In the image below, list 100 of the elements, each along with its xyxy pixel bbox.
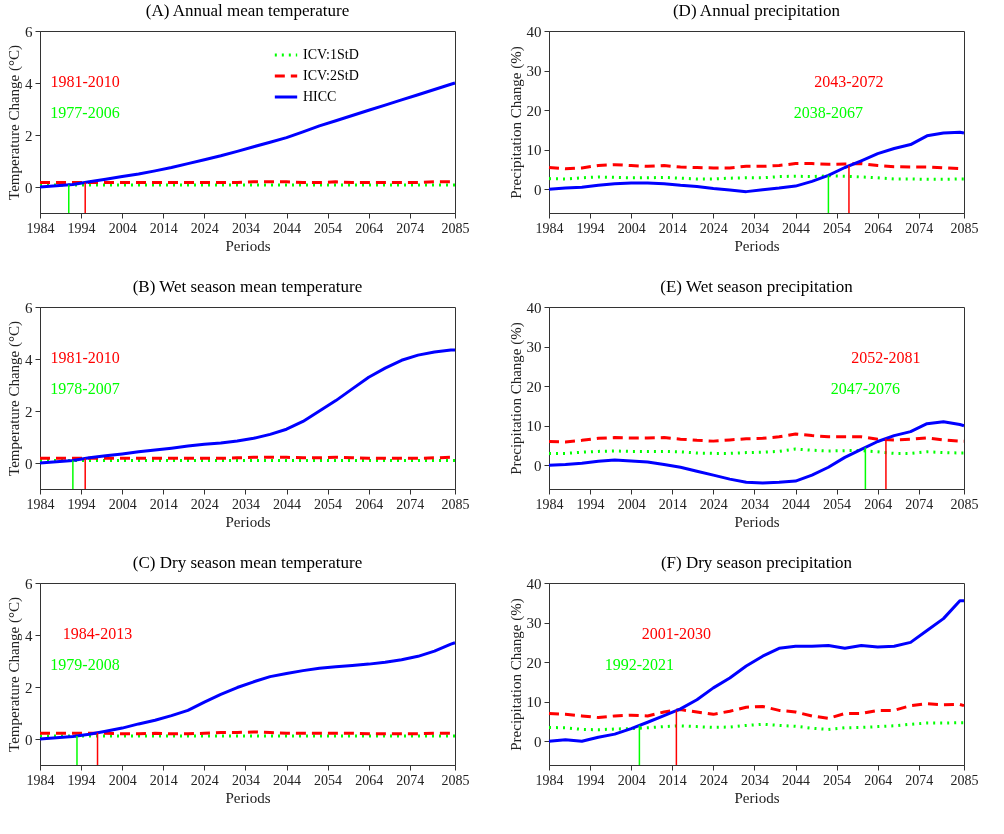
x-axis-title: Periods [734, 237, 780, 254]
x-tick-label: 2034 [740, 496, 769, 512]
x-tick-label: 2014 [658, 496, 687, 512]
x-tick-label: 2004 [617, 772, 646, 788]
x-tick-label: 2014 [149, 496, 178, 512]
x-tick-label: 2024 [699, 220, 728, 236]
x-tick-label: 2074 [396, 496, 425, 512]
x-tick-label: 2014 [149, 772, 178, 788]
x-tick-label: 2044 [273, 496, 302, 512]
x-tick-label: 1984 [26, 220, 55, 236]
x-tick-label: 1984 [26, 496, 55, 512]
x-tick-label: 2024 [699, 496, 728, 512]
x-tick-label: 2085 [950, 220, 979, 236]
x-tick-label: 2085 [441, 496, 470, 512]
line-series [547, 130, 966, 194]
x-tick-label: 2014 [658, 772, 687, 788]
annotation: 1979-2008 [50, 655, 120, 673]
line-series [38, 348, 457, 465]
y-tick-label: 10 [526, 694, 542, 711]
x-tick-label: 1984 [535, 496, 564, 512]
x-tick-label: 2085 [950, 772, 979, 788]
legend-label: HICC [303, 89, 337, 104]
x-tick-label: 1984 [26, 772, 55, 788]
x-tick-label: 2034 [740, 772, 769, 788]
y-axis-title: Precipitation Change (%) [507, 598, 525, 751]
y-tick-label: 0 [534, 733, 542, 750]
y-tick-label: 6 [25, 575, 33, 592]
x-tick-label: 1994 [576, 772, 605, 788]
chart-title: (F) Dry season precipitation [660, 553, 853, 572]
x-tick-label: 2074 [905, 220, 934, 236]
x-tick-label: 2004 [108, 496, 137, 512]
x-axis-title: Periods [225, 789, 271, 806]
x-axis-title: Periods [225, 513, 271, 530]
x-tick-label: 2024 [190, 772, 219, 788]
x-tick-label: 2044 [273, 220, 302, 236]
annotation: 2047-2076 [830, 379, 901, 397]
y-tick-label: 30 [526, 615, 542, 632]
x-tick-label: 2085 [441, 220, 470, 236]
x-tick-label: 2085 [441, 772, 470, 788]
line-series [38, 641, 457, 741]
x-tick-label: 2064 [355, 772, 384, 788]
y-tick-label: 10 [526, 142, 542, 159]
x-tick-label: 2034 [231, 772, 260, 788]
x-tick-label: 2044 [782, 496, 811, 512]
y-tick-label: 4 [25, 75, 33, 92]
y-tick-label: 20 [526, 654, 542, 671]
annotation: 2043-2072 [814, 72, 884, 90]
x-tick-label: 1984 [535, 772, 564, 788]
y-tick-label: 2 [25, 127, 33, 144]
annotation: 1977-2006 [50, 103, 120, 121]
chart-title: (D) Annual precipitation [672, 1, 841, 20]
x-tick-label: 2054 [823, 220, 852, 236]
x-tick-label: 2044 [273, 772, 302, 788]
y-tick-label: 6 [25, 299, 33, 316]
x-tick-label: 1984 [535, 220, 564, 236]
x-tick-label: 2014 [149, 220, 178, 236]
x-tick-label: 2064 [864, 496, 893, 512]
x-tick-label: 2074 [905, 496, 934, 512]
x-tick-label: 2024 [190, 496, 219, 512]
x-tick-label: 2014 [658, 220, 687, 236]
x-tick-label: 2004 [108, 220, 137, 236]
line-series [547, 599, 966, 743]
y-axis-title: Temperature Change (°C) [6, 45, 23, 200]
y-tick-label: 30 [526, 339, 542, 356]
x-tick-label: 2034 [740, 220, 769, 236]
y-tick-label: 40 [526, 575, 542, 592]
annotation: 1978-2007 [50, 379, 120, 397]
x-tick-label: 1994 [576, 496, 605, 512]
x-tick-label: 2074 [396, 220, 425, 236]
y-tick-label: 0 [25, 731, 33, 748]
x-tick-label: 1994 [67, 220, 96, 236]
x-tick-label: 2054 [823, 772, 852, 788]
x-tick-label: 2074 [396, 772, 425, 788]
y-tick-label: 6 [25, 23, 33, 40]
x-tick-label: 2004 [617, 496, 646, 512]
x-tick-label: 2054 [314, 220, 343, 236]
y-tick-label: 0 [534, 181, 542, 198]
y-tick-label: 10 [526, 418, 542, 435]
y-tick-label: 0 [25, 455, 33, 472]
x-tick-label: 2024 [699, 772, 728, 788]
y-axis-title: Temperature Change (°C) [6, 321, 23, 476]
x-tick-label: 2064 [355, 496, 384, 512]
y-axis-title: Temperature Change (°C) [6, 597, 23, 752]
y-tick-label: 0 [25, 179, 33, 196]
chart-title: (A) Annual mean temperature [145, 1, 350, 20]
legend-label: ICV:1StD [303, 47, 359, 62]
line-series [547, 420, 966, 485]
annotation: 1981-2010 [50, 348, 120, 366]
chart-title: (E) Wet season precipitation [660, 277, 854, 296]
x-tick-label: 2064 [355, 220, 384, 236]
annotation: 1984-2013 [62, 624, 133, 642]
x-tick-label: 2054 [314, 496, 343, 512]
x-tick-label: 2064 [864, 772, 893, 788]
y-tick-label: 20 [526, 378, 542, 395]
y-tick-label: 4 [25, 627, 33, 644]
x-tick-label: 2044 [782, 772, 811, 788]
x-tick-label: 2054 [823, 496, 852, 512]
x-tick-label: 2064 [864, 220, 893, 236]
x-tick-label: 2085 [950, 496, 979, 512]
y-axis-title: Precipitation Change (%) [507, 322, 525, 475]
